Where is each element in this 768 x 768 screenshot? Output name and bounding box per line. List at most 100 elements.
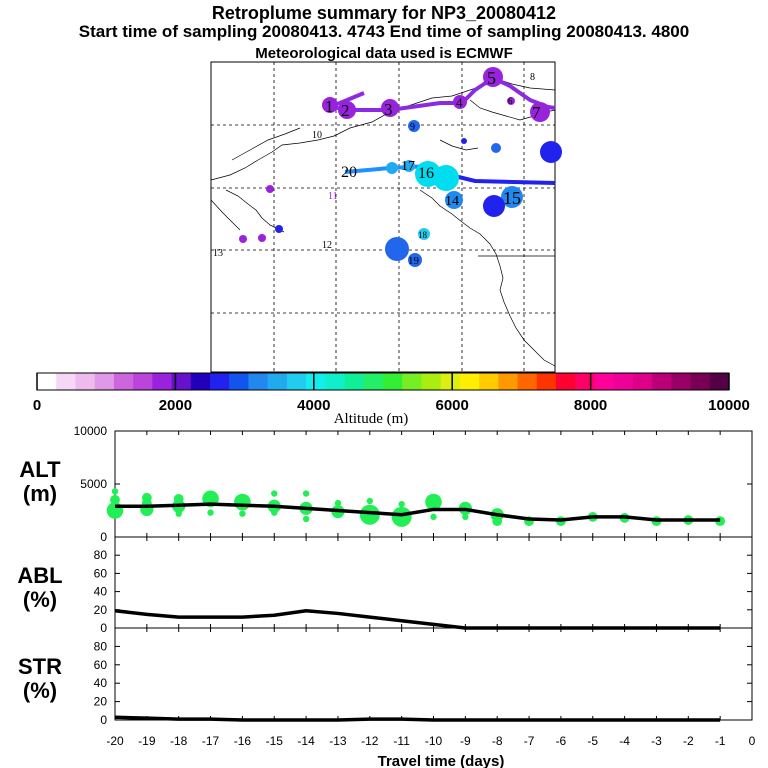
- panel-label-str: STR: [18, 654, 62, 679]
- y-tick-label: 10000: [74, 424, 108, 438]
- colorbar-swatch: [652, 373, 672, 390]
- colorbar-tick-label: 2000: [159, 397, 192, 414]
- marker-day-18: [418, 228, 430, 240]
- alt-scatter-point: [492, 516, 503, 526]
- alt-scatter-point: [207, 509, 214, 516]
- marker-day-4: [453, 95, 467, 109]
- x-tick-label: -18: [170, 734, 188, 748]
- alt-scatter-point: [425, 493, 442, 511]
- colorbar-swatch: [363, 373, 384, 390]
- day-label: 8: [530, 72, 535, 83]
- marker-day-14: [445, 191, 463, 209]
- alt-scatter-point: [110, 495, 120, 505]
- colorbar-swatch: [575, 373, 595, 390]
- time-series-panels: 0500010000ALT(m)020406080ABL(%)020406080…: [17, 424, 755, 748]
- colorbar-swatch: [75, 373, 96, 390]
- x-tick-label: -11: [393, 734, 410, 748]
- colorbar-swatch: [479, 373, 499, 390]
- x-tick-label: -13: [329, 734, 347, 748]
- y-tick-label: 40: [94, 676, 108, 690]
- colorbar-tick-label: 10000: [708, 397, 750, 414]
- alt-scatter-point: [111, 488, 119, 495]
- alt-scatter-point: [462, 513, 469, 521]
- colorbar-swatch: [498, 373, 519, 390]
- x-tick-label: -1: [715, 734, 726, 748]
- colorbar-swatch: [613, 373, 634, 390]
- day-label: 4: [456, 95, 463, 110]
- marker-day-9: [408, 120, 420, 132]
- panel-frame-abl: [114, 536, 753, 629]
- day-label: 17: [401, 159, 415, 174]
- y-tick-label: 40: [94, 585, 108, 599]
- alt-scatter-point: [302, 490, 310, 497]
- x-tick-label: -9: [460, 734, 471, 748]
- marker-day-12: [433, 165, 459, 191]
- colorbar-swatch: [709, 373, 730, 390]
- alt-scatter-point: [271, 509, 278, 516]
- colorbar-swatch: [248, 373, 269, 390]
- x-tick-label: -8: [492, 734, 503, 748]
- day-label: 7: [532, 103, 541, 122]
- alt-scatter-point: [398, 500, 405, 508]
- series-line-alt: [115, 502, 721, 522]
- alt-scatter-point: [334, 499, 342, 507]
- day-label: 2: [341, 101, 350, 120]
- alt-scatter-point: [302, 515, 310, 523]
- colorbar-swatch: [536, 373, 557, 390]
- marker-small-1: [461, 138, 467, 144]
- x-tick-label: -7: [524, 734, 535, 748]
- y-tick-label: 80: [94, 548, 108, 562]
- colorbar-swatch: [671, 373, 692, 390]
- colorbar-swatch: [37, 373, 57, 390]
- alt-scatter-point: [391, 506, 412, 527]
- colorbar-swatch: [632, 373, 653, 390]
- colorbar-tick-label: 4000: [297, 397, 330, 414]
- colorbar-swatch: [267, 373, 288, 390]
- series-line-abl: [114, 608, 721, 630]
- series-line-str: [114, 715, 721, 722]
- marker-day-6: [507, 97, 515, 105]
- x-tick-label: -5: [587, 734, 598, 748]
- marker-day-15: [501, 186, 523, 208]
- trajectory-segment-b: [329, 75, 556, 112]
- x-tick-label: -12: [361, 734, 379, 748]
- day-label: 18: [418, 230, 428, 240]
- alt-scatter-point: [271, 490, 278, 497]
- x-axis-label: Travel time (days): [378, 753, 505, 768]
- colorbar-swatch: [402, 373, 422, 390]
- colorbar-swatch: [190, 373, 211, 390]
- figure-title: Retroplume summary for NP3_20080412: [211, 3, 557, 23]
- colorbar-swatch: [152, 373, 173, 390]
- colorbar-swatch: [229, 373, 249, 390]
- y-tick-label: 5000: [80, 477, 107, 491]
- panel-unit-str: (%): [23, 678, 57, 703]
- colorbar-swatch: [286, 373, 307, 390]
- marker-day-3: [381, 99, 399, 117]
- day-label: 6: [508, 96, 513, 106]
- colorbar-swatch: [517, 373, 538, 390]
- x-tick-label: -20: [106, 734, 124, 748]
- colorbar-swatch: [325, 373, 346, 390]
- x-tick-label: -4: [619, 734, 630, 748]
- x-tick-label: -3: [651, 734, 662, 748]
- colorbar-swatch: [133, 373, 153, 390]
- met-data-note: Meteorological data used is ECMWF: [255, 45, 513, 62]
- marker-day-17b: [403, 160, 415, 172]
- alt-scatter-point: [430, 513, 437, 521]
- colorbar-swatch: [440, 373, 461, 390]
- colorbar-swatch: [383, 373, 403, 390]
- marker-day-17: [386, 162, 398, 174]
- colorbar-swatch: [421, 373, 442, 390]
- x-tick-label: -10: [425, 734, 443, 748]
- sampling-times: Start time of sampling 20080413. 4743 En…: [78, 22, 690, 41]
- marker-west-1: [266, 185, 274, 193]
- x-tick-label: 0: [749, 734, 756, 748]
- marker-day-5: [483, 67, 503, 87]
- y-tick-label: 0: [100, 530, 107, 544]
- day-label: 3: [384, 100, 393, 119]
- colorbar-swatch: [459, 373, 480, 390]
- x-tick-label: -14: [297, 734, 315, 748]
- colorbar-tick-label: 8000: [574, 397, 607, 414]
- marker-west-4: [258, 234, 266, 242]
